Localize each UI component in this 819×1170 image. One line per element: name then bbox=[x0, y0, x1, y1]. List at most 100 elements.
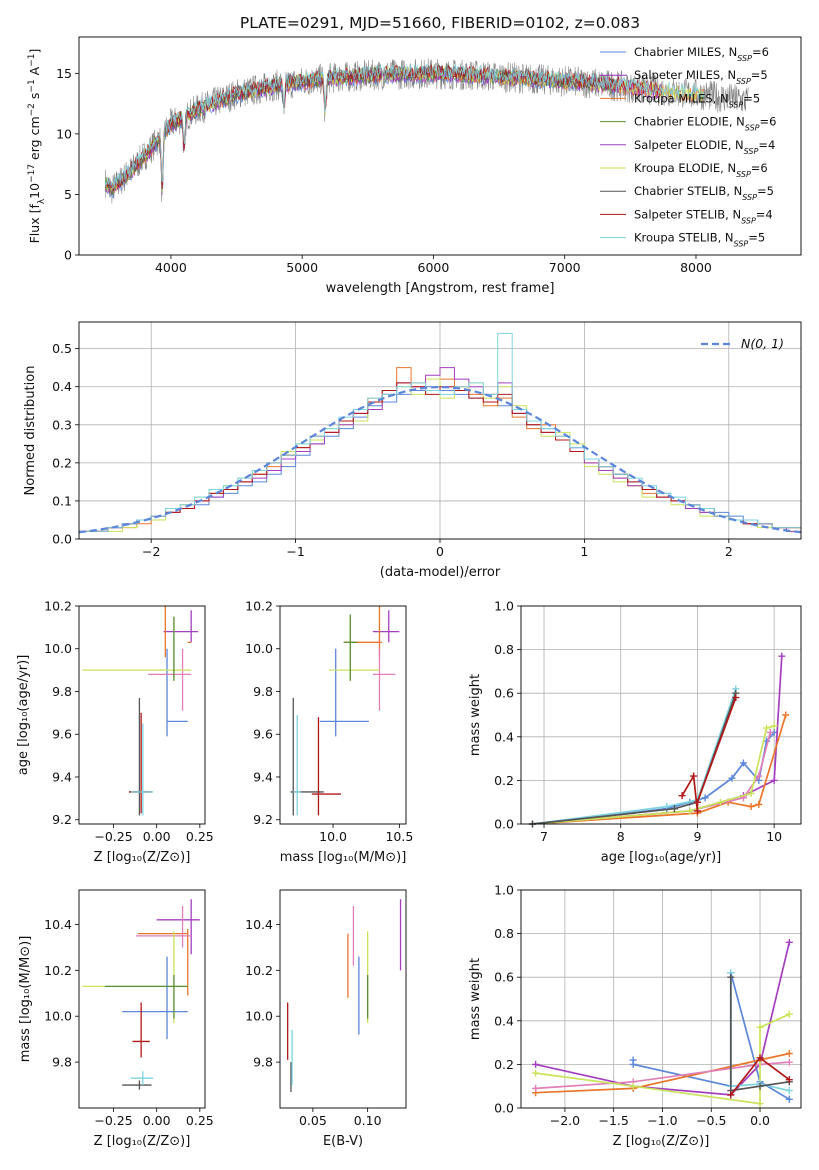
data-point-marker bbox=[756, 1082, 764, 1090]
legend-label: Kroupa ELODIE, NSSP=6 bbox=[634, 161, 768, 179]
x-tick-label: 0.05 bbox=[299, 1113, 327, 1128]
data-point-marker bbox=[747, 789, 755, 797]
y-axis-label-part: Flux [f bbox=[27, 204, 42, 244]
legend-label-name: Chabrier ELODIE, N bbox=[634, 115, 745, 129]
x-tick-label: 6000 bbox=[418, 260, 450, 275]
x-tick-label: 0.25 bbox=[186, 829, 214, 844]
x-tick-label: 9 bbox=[693, 829, 701, 844]
data-point-marker bbox=[747, 803, 755, 811]
x-axis-label: age [log₁₀(age/yr)] bbox=[601, 850, 722, 865]
data-point-marker bbox=[532, 1084, 540, 1092]
mass-weight-line bbox=[532, 725, 775, 824]
data-point-marker bbox=[755, 800, 763, 808]
data-point-marker bbox=[778, 652, 786, 660]
mass-weight-line bbox=[532, 656, 783, 824]
legend-label-sub: SSP bbox=[736, 77, 751, 86]
legend-label-count: =6 bbox=[752, 45, 769, 59]
y-tick-label: 10.0 bbox=[44, 1009, 72, 1024]
y-tick-label: 9.2 bbox=[253, 812, 273, 827]
legend-label-sub: SSP bbox=[736, 170, 751, 179]
y-tick-label: 10.0 bbox=[245, 1009, 273, 1024]
data-point-marker bbox=[701, 794, 709, 802]
data-point-marker bbox=[532, 1069, 540, 1077]
x-axis-label: Z [log₁₀(Z/Z⊙)] bbox=[94, 850, 191, 865]
y-tick-label: 9.8 bbox=[52, 684, 72, 699]
data-point-marker bbox=[785, 1010, 793, 1018]
axes-frame bbox=[78, 605, 206, 825]
model-spectrum-line bbox=[104, 67, 618, 199]
data-point-marker bbox=[755, 772, 763, 780]
x-axis-label: wavelength [Angstrom, rest frame] bbox=[326, 281, 555, 296]
axes-frame bbox=[78, 889, 206, 1109]
axes-frame bbox=[520, 605, 802, 825]
legend-label: Chabrier ELODIE, NSSP=6 bbox=[634, 115, 776, 133]
x-axis-label: Z [log₁₀(Z/Z⊙)] bbox=[94, 1134, 191, 1149]
legend-label-sub: SSP bbox=[729, 100, 744, 109]
legend-label-count: =6 bbox=[751, 161, 768, 175]
y-tick-label: 15 bbox=[56, 66, 72, 81]
y-tick-label: 0 bbox=[64, 248, 72, 263]
data-point-marker bbox=[690, 772, 698, 780]
mass-weight-line bbox=[535, 1061, 790, 1090]
x-tick-label: 2 bbox=[725, 544, 733, 559]
model-spectrum-line bbox=[104, 64, 618, 196]
data-point-marker bbox=[670, 805, 678, 813]
y-tick-label: 0.6 bbox=[494, 686, 514, 701]
data-point-marker bbox=[629, 1060, 637, 1068]
legend-label: Salpeter MILES, NSSP=5 bbox=[634, 68, 768, 86]
y-tick-label: 0.0 bbox=[494, 817, 514, 832]
y-tick-label: 0.2 bbox=[494, 773, 514, 788]
y-axis-label: mass [log₁₀(M/M⊙)] bbox=[18, 936, 33, 1063]
data-point-marker bbox=[785, 1050, 793, 1057]
residual-histogram-panel: −2 −1 0 1 2 0.0 0.1 0.2 0.3 0.4 0.5 (data-model)/er… bbox=[23, 321, 802, 580]
data-point-marker bbox=[629, 1082, 637, 1090]
y-tick-label: 9.4 bbox=[52, 769, 72, 784]
mass-vs-extinction-panel: 0.05 0.10 9.8 10.0 10.2 10.4 E(B-V) bbox=[245, 889, 407, 1149]
legend-label: Chabrier STELIB, NSSP=5 bbox=[634, 184, 774, 202]
mass-weight-line bbox=[535, 1052, 790, 1094]
legend-label-sub: SSP bbox=[744, 146, 759, 155]
y-axis-label: age [log₁₀(age/yr)] bbox=[16, 655, 31, 776]
y-axis-label-part: erg cm bbox=[27, 116, 42, 164]
y-axis-label-part: λ bbox=[37, 198, 47, 204]
x-tick-label: 0 bbox=[436, 544, 444, 559]
y-tick-label: 10 bbox=[56, 126, 72, 141]
mass-weight-line bbox=[532, 688, 737, 824]
data-point-marker bbox=[785, 1076, 793, 1084]
y-tick-label: 10.2 bbox=[44, 963, 72, 978]
x-tick-label: −0.25 bbox=[94, 1113, 132, 1128]
data-point-marker bbox=[785, 1058, 793, 1066]
x-axis-label: E(B-V) bbox=[323, 1134, 363, 1149]
data-point-marker bbox=[678, 792, 686, 800]
legend-label-count: =5 bbox=[743, 91, 760, 105]
data-point-marker bbox=[693, 798, 701, 806]
x-tick-label: 0.10 bbox=[354, 1113, 382, 1128]
y-tick-label: 0.0 bbox=[52, 532, 72, 547]
legend-label-count: =5 bbox=[757, 184, 774, 198]
data-point-marker bbox=[766, 728, 774, 736]
y-axis-label-part: −2 bbox=[27, 103, 37, 116]
y-tick-label: 5 bbox=[64, 187, 72, 202]
legend-label-count: =5 bbox=[748, 231, 765, 245]
data-point-marker bbox=[756, 1054, 764, 1062]
mass-weight-line bbox=[532, 714, 787, 824]
y-tick-label: 1.0 bbox=[494, 599, 514, 614]
y-tick-label: 0.1 bbox=[52, 493, 72, 508]
axes-frame bbox=[78, 36, 802, 256]
legend-label: Salpeter STELIB, NSSP=4 bbox=[634, 207, 773, 225]
y-axis-label-part: ] bbox=[27, 49, 42, 54]
legend-label-name: Salpeter ELODIE, N bbox=[634, 138, 744, 152]
legend-label-name: Chabrier MILES, N bbox=[634, 45, 737, 59]
y-tick-label: 0.2 bbox=[52, 455, 72, 470]
legend-label-count: =4 bbox=[758, 138, 775, 152]
y-tick-label: 9.4 bbox=[253, 769, 273, 784]
x-tick-label: 8000 bbox=[680, 260, 712, 275]
x-tick-label: −1.5 bbox=[599, 1113, 629, 1128]
data-point-marker bbox=[756, 1100, 764, 1108]
legend-label: N(0, 1) bbox=[741, 336, 784, 351]
legend-label-name: Kroupa STELIB, N bbox=[634, 231, 734, 245]
y-tick-label: 1.0 bbox=[494, 883, 514, 898]
legend-label-sub: SSP bbox=[742, 193, 757, 202]
data-point-marker bbox=[785, 1087, 793, 1095]
